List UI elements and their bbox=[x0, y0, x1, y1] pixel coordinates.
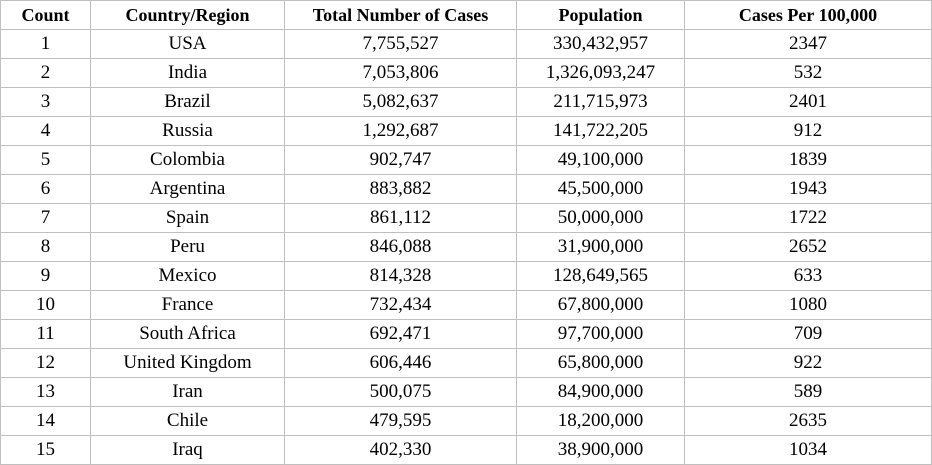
cell-country-region: USA bbox=[90, 29, 285, 59]
table-row: 7 Spain 861,112 50,000,000 1722 bbox=[0, 203, 932, 233]
header-country-region: Country/Region bbox=[90, 0, 285, 30]
cell-population: 84,900,000 bbox=[516, 377, 685, 407]
cell-cases-per-100000: 1722 bbox=[684, 203, 932, 233]
table-row: 3 Brazil 5,082,637 211,715,973 2401 bbox=[0, 87, 932, 117]
cell-count: 7 bbox=[0, 203, 91, 233]
cell-population: 67,800,000 bbox=[516, 290, 685, 320]
cell-cases-per-100000: 709 bbox=[684, 319, 932, 349]
cell-count: 6 bbox=[0, 174, 91, 204]
cell-count: 5 bbox=[0, 145, 91, 175]
cell-total-cases: 5,082,637 bbox=[284, 87, 517, 117]
cell-population: 1,326,093,247 bbox=[516, 58, 685, 88]
cell-population: 50,000,000 bbox=[516, 203, 685, 233]
cell-country-region: Iran bbox=[90, 377, 285, 407]
table-row: 15 Iraq 402,330 38,900,000 1034 bbox=[0, 435, 932, 465]
cell-country-region: South Africa bbox=[90, 319, 285, 349]
cell-total-cases: 7,053,806 bbox=[284, 58, 517, 88]
cell-population: 18,200,000 bbox=[516, 406, 685, 436]
cell-cases-per-100000: 2401 bbox=[684, 87, 932, 117]
cell-cases-per-100000: 633 bbox=[684, 261, 932, 291]
table-row: 10 France 732,434 67,800,000 1080 bbox=[0, 290, 932, 320]
cell-cases-per-100000: 912 bbox=[684, 116, 932, 146]
cell-cases-per-100000: 1839 bbox=[684, 145, 932, 175]
cell-total-cases: 732,434 bbox=[284, 290, 517, 320]
cell-total-cases: 692,471 bbox=[284, 319, 517, 349]
table-row: 12 United Kingdom 606,446 65,800,000 922 bbox=[0, 348, 932, 378]
cell-country-region: Russia bbox=[90, 116, 285, 146]
cell-total-cases: 606,446 bbox=[284, 348, 517, 378]
cell-count: 4 bbox=[0, 116, 91, 146]
table-row: 5 Colombia 902,747 49,100,000 1839 bbox=[0, 145, 932, 175]
table-row: 6 Argentina 883,882 45,500,000 1943 bbox=[0, 174, 932, 204]
cell-total-cases: 402,330 bbox=[284, 435, 517, 465]
cell-cases-per-100000: 2652 bbox=[684, 232, 932, 262]
cell-country-region: Mexico bbox=[90, 261, 285, 291]
cell-population: 330,432,957 bbox=[516, 29, 685, 59]
table-row: 4 Russia 1,292,687 141,722,205 912 bbox=[0, 116, 932, 146]
cell-cases-per-100000: 532 bbox=[684, 58, 932, 88]
cell-total-cases: 814,328 bbox=[284, 261, 517, 291]
cell-total-cases: 500,075 bbox=[284, 377, 517, 407]
cell-cases-per-100000: 1034 bbox=[684, 435, 932, 465]
cell-count: 1 bbox=[0, 29, 91, 59]
cell-total-cases: 846,088 bbox=[284, 232, 517, 262]
cell-total-cases: 479,595 bbox=[284, 406, 517, 436]
cell-country-region: Iraq bbox=[90, 435, 285, 465]
cell-count: 13 bbox=[0, 377, 91, 407]
cell-country-region: Peru bbox=[90, 232, 285, 262]
table-row: 8 Peru 846,088 31,900,000 2652 bbox=[0, 232, 932, 262]
cell-population: 141,722,205 bbox=[516, 116, 685, 146]
cell-total-cases: 7,755,527 bbox=[284, 29, 517, 59]
cell-population: 128,649,565 bbox=[516, 261, 685, 291]
cell-total-cases: 861,112 bbox=[284, 203, 517, 233]
cell-population: 45,500,000 bbox=[516, 174, 685, 204]
header-population: Population bbox=[516, 0, 685, 30]
cell-count: 12 bbox=[0, 348, 91, 378]
table-row: 2 India 7,053,806 1,326,093,247 532 bbox=[0, 58, 932, 88]
cell-count: 3 bbox=[0, 87, 91, 117]
cell-cases-per-100000: 2635 bbox=[684, 406, 932, 436]
cell-population: 97,700,000 bbox=[516, 319, 685, 349]
cell-population: 49,100,000 bbox=[516, 145, 685, 175]
cell-country-region: India bbox=[90, 58, 285, 88]
cell-population: 211,715,973 bbox=[516, 87, 685, 117]
cell-total-cases: 1,292,687 bbox=[284, 116, 517, 146]
cell-country-region: Colombia bbox=[90, 145, 285, 175]
cell-population: 65,800,000 bbox=[516, 348, 685, 378]
cell-count: 11 bbox=[0, 319, 91, 349]
cell-count: 2 bbox=[0, 58, 91, 88]
cell-country-region: France bbox=[90, 290, 285, 320]
cell-total-cases: 902,747 bbox=[284, 145, 517, 175]
table-row: 14 Chile 479,595 18,200,000 2635 bbox=[0, 406, 932, 436]
cell-country-region: Spain bbox=[90, 203, 285, 233]
header-count: Count bbox=[0, 0, 91, 30]
cell-country-region: Argentina bbox=[90, 174, 285, 204]
cell-total-cases: 883,882 bbox=[284, 174, 517, 204]
cell-count: 14 bbox=[0, 406, 91, 436]
cell-count: 8 bbox=[0, 232, 91, 262]
cell-cases-per-100000: 1943 bbox=[684, 174, 932, 204]
cell-country-region: Chile bbox=[90, 406, 285, 436]
cell-count: 15 bbox=[0, 435, 91, 465]
cell-count: 10 bbox=[0, 290, 91, 320]
table-row: 1 USA 7,755,527 330,432,957 2347 bbox=[0, 29, 932, 59]
cell-cases-per-100000: 589 bbox=[684, 377, 932, 407]
cell-cases-per-100000: 2347 bbox=[684, 29, 932, 59]
cell-population: 31,900,000 bbox=[516, 232, 685, 262]
cell-cases-per-100000: 1080 bbox=[684, 290, 932, 320]
header-cases-per-100000: Cases Per 100,000 bbox=[684, 0, 932, 30]
cell-country-region: United Kingdom bbox=[90, 348, 285, 378]
table-body: 1 USA 7,755,527 330,432,957 2347 2 India 7,053,… bbox=[0, 29, 932, 465]
table-row: 9 Mexico 814,328 128,649,565 633 bbox=[0, 261, 932, 291]
cell-population: 38,900,000 bbox=[516, 435, 685, 465]
cell-count: 9 bbox=[0, 261, 91, 291]
header-total-cases: Total Number of Cases bbox=[284, 0, 517, 30]
table-row: 11 South Africa 692,471 97,700,000 709 bbox=[0, 319, 932, 349]
table-row: 13 Iran 500,075 84,900,000 589 bbox=[0, 377, 932, 407]
cell-cases-per-100000: 922 bbox=[684, 348, 932, 378]
cell-country-region: Brazil bbox=[90, 87, 285, 117]
table-header-row: Count Country/Region Total Number of Cas… bbox=[0, 0, 932, 30]
